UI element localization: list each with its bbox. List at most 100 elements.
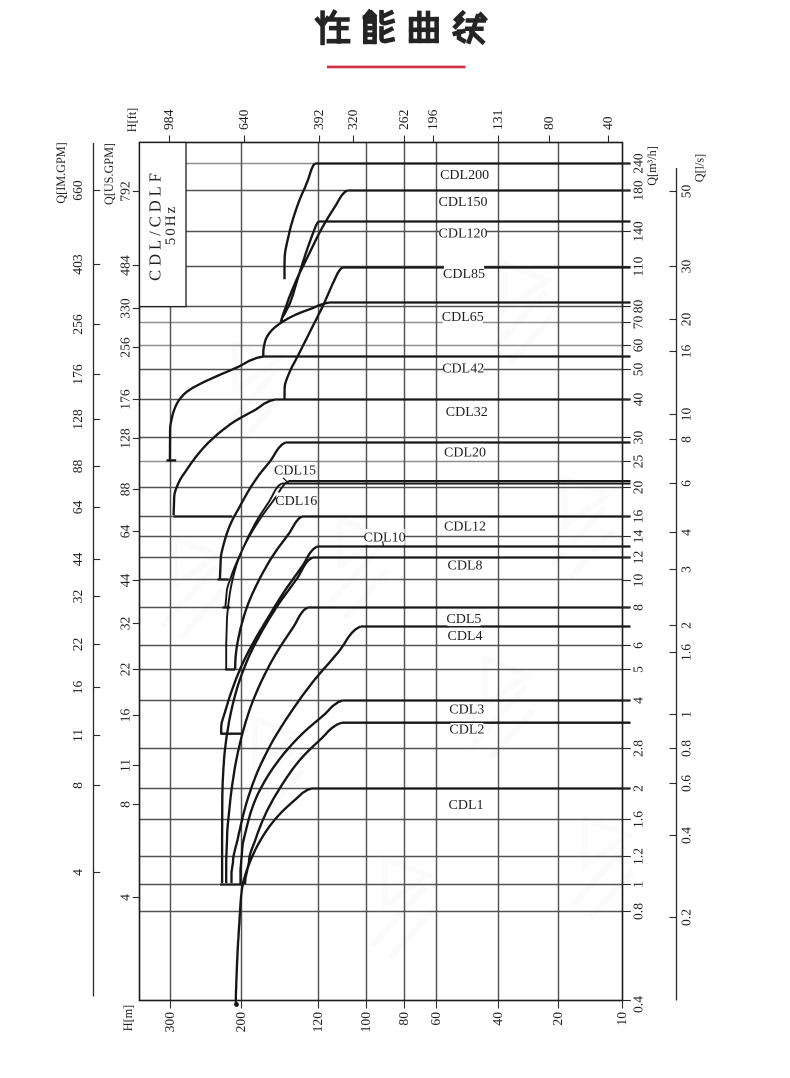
svg-text:CDL5: CDL5 bbox=[446, 612, 481, 627]
svg-text:30: 30 bbox=[679, 260, 694, 274]
svg-text:8: 8 bbox=[631, 604, 646, 611]
svg-text:CDL16: CDL16 bbox=[275, 494, 317, 509]
svg-text:40: 40 bbox=[490, 1012, 505, 1026]
svg-text:16: 16 bbox=[70, 681, 85, 695]
svg-text:0.8: 0.8 bbox=[679, 740, 694, 757]
svg-text:984: 984 bbox=[161, 109, 176, 130]
svg-text:262: 262 bbox=[396, 109, 411, 130]
svg-text:256: 256 bbox=[70, 314, 85, 335]
svg-text:44: 44 bbox=[118, 574, 133, 588]
svg-text:100: 100 bbox=[358, 1012, 373, 1033]
svg-text:3: 3 bbox=[679, 566, 694, 573]
svg-text:10: 10 bbox=[679, 408, 694, 422]
svg-text:12: 12 bbox=[631, 551, 646, 565]
svg-text:4: 4 bbox=[679, 529, 694, 536]
svg-text:20: 20 bbox=[550, 1012, 565, 1026]
svg-text:16: 16 bbox=[679, 345, 694, 359]
svg-text:80: 80 bbox=[396, 1012, 411, 1026]
svg-text:1.2: 1.2 bbox=[631, 848, 646, 865]
svg-text:CDL12: CDL12 bbox=[444, 520, 486, 535]
svg-text:25: 25 bbox=[631, 455, 646, 469]
svg-text:392: 392 bbox=[311, 109, 326, 130]
svg-text:CDL85: CDL85 bbox=[443, 267, 485, 282]
svg-text:660: 660 bbox=[70, 180, 85, 201]
svg-text:32: 32 bbox=[70, 590, 85, 604]
svg-text:6: 6 bbox=[679, 480, 694, 487]
svg-text:11: 11 bbox=[118, 759, 133, 772]
svg-text:2.8: 2.8 bbox=[631, 740, 646, 757]
svg-text:4: 4 bbox=[70, 869, 85, 876]
svg-text:120: 120 bbox=[310, 1012, 325, 1033]
svg-text:0.2: 0.2 bbox=[679, 909, 694, 926]
svg-text:CDL15: CDL15 bbox=[274, 464, 316, 479]
svg-text:0.8: 0.8 bbox=[631, 903, 646, 920]
svg-text:80: 80 bbox=[631, 300, 646, 314]
svg-text:128: 128 bbox=[118, 428, 133, 449]
svg-text:60: 60 bbox=[631, 339, 646, 353]
svg-text:5: 5 bbox=[631, 666, 646, 673]
svg-text:1: 1 bbox=[631, 881, 646, 888]
svg-text:88: 88 bbox=[118, 483, 133, 497]
svg-text:20: 20 bbox=[679, 313, 694, 327]
svg-text:0.4: 0.4 bbox=[679, 827, 694, 844]
svg-text:792: 792 bbox=[118, 181, 133, 202]
svg-text:4: 4 bbox=[631, 697, 646, 704]
svg-text:240: 240 bbox=[631, 153, 646, 174]
svg-text:256: 256 bbox=[118, 337, 133, 358]
svg-text:6: 6 bbox=[631, 642, 646, 649]
svg-text:40: 40 bbox=[631, 393, 646, 407]
svg-text:H[m]: H[m] bbox=[121, 1005, 135, 1031]
svg-text:8: 8 bbox=[118, 801, 133, 808]
svg-text:50Hz: 50Hz bbox=[163, 205, 179, 246]
svg-text:320: 320 bbox=[345, 109, 360, 130]
svg-text:CDL2: CDL2 bbox=[449, 722, 484, 737]
svg-text:44: 44 bbox=[70, 553, 85, 567]
svg-text:64: 64 bbox=[118, 525, 133, 539]
svg-text:196: 196 bbox=[425, 109, 440, 130]
svg-text:Q[m³/h]: Q[m³/h] bbox=[645, 146, 659, 186]
svg-text:200: 200 bbox=[233, 1012, 248, 1033]
svg-text:30: 30 bbox=[631, 431, 646, 445]
svg-text:Q[l/s]: Q[l/s] bbox=[692, 154, 706, 182]
svg-text:8: 8 bbox=[679, 436, 694, 443]
svg-text:403: 403 bbox=[70, 254, 85, 275]
svg-text:20: 20 bbox=[631, 481, 646, 495]
svg-text:CDL42: CDL42 bbox=[442, 362, 484, 377]
svg-text:CDL20: CDL20 bbox=[444, 445, 486, 460]
svg-text:10: 10 bbox=[614, 1012, 629, 1026]
svg-text:60: 60 bbox=[428, 1012, 443, 1026]
svg-text:CDL/CDLF: CDL/CDLF bbox=[145, 169, 164, 281]
svg-text:64: 64 bbox=[70, 501, 85, 515]
svg-text:CDL1: CDL1 bbox=[449, 798, 484, 813]
svg-text:22: 22 bbox=[118, 663, 133, 677]
svg-text:50: 50 bbox=[631, 363, 646, 377]
svg-text:8: 8 bbox=[70, 782, 85, 789]
svg-text:176: 176 bbox=[118, 389, 133, 410]
svg-text:11: 11 bbox=[70, 729, 85, 742]
svg-text:CDL200: CDL200 bbox=[440, 168, 489, 183]
svg-text:H[ft]: H[ft] bbox=[125, 108, 139, 132]
svg-text:CDL150: CDL150 bbox=[439, 195, 488, 210]
svg-text:Q[US.GPM]: Q[US.GPM] bbox=[102, 143, 116, 205]
svg-text:CDL120: CDL120 bbox=[439, 226, 488, 241]
svg-text:2: 2 bbox=[679, 622, 694, 629]
svg-text:131: 131 bbox=[490, 110, 505, 130]
svg-text:CDL4: CDL4 bbox=[448, 629, 483, 644]
svg-text:22: 22 bbox=[70, 638, 85, 652]
svg-text:88: 88 bbox=[70, 460, 85, 474]
svg-text:1: 1 bbox=[679, 711, 694, 718]
svg-text:110: 110 bbox=[631, 256, 646, 276]
svg-text:140: 140 bbox=[631, 221, 646, 242]
svg-text:4: 4 bbox=[118, 894, 133, 901]
svg-text:80: 80 bbox=[541, 116, 556, 130]
svg-text:CDL3: CDL3 bbox=[449, 703, 484, 718]
svg-text:Q[IM.GPM]: Q[IM.GPM] bbox=[54, 142, 68, 203]
svg-text:CDL32: CDL32 bbox=[446, 405, 488, 420]
svg-text:1.6: 1.6 bbox=[631, 811, 646, 828]
svg-text:640: 640 bbox=[236, 109, 251, 130]
svg-text:16: 16 bbox=[631, 510, 646, 524]
svg-text:2: 2 bbox=[631, 785, 646, 792]
svg-text:128: 128 bbox=[70, 409, 85, 430]
svg-text:14: 14 bbox=[631, 530, 646, 544]
svg-text:176: 176 bbox=[70, 364, 85, 385]
